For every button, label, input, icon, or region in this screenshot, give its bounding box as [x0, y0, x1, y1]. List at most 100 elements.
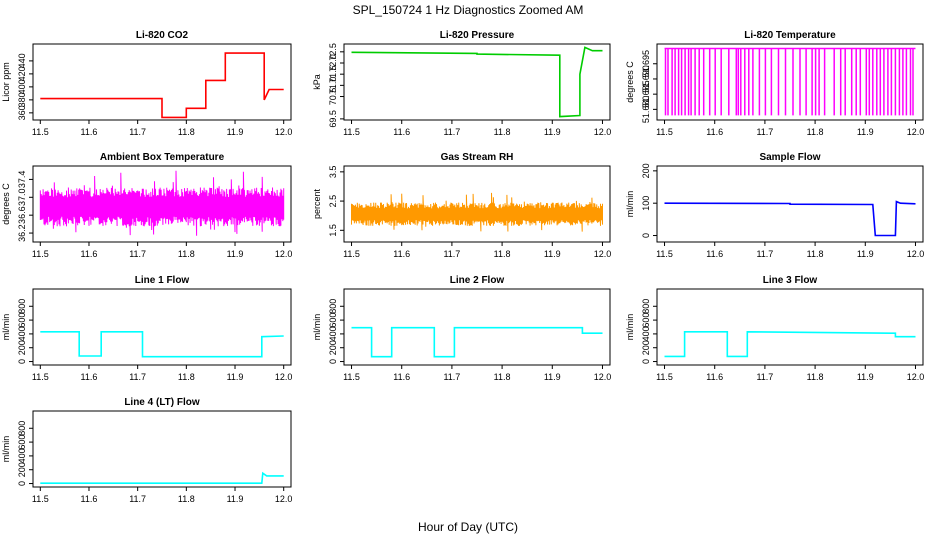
x-tick-label: 11.7 [756, 127, 773, 137]
y-tick-label: 800 [641, 299, 651, 314]
series-line [39, 170, 285, 236]
y-tick-label: 71.5 [328, 65, 338, 83]
x-tick-label: 11.8 [807, 249, 824, 259]
y-tick-label: 600 [17, 313, 27, 328]
series-line [40, 52, 284, 119]
plot-frame [32, 288, 292, 366]
y-tick-label: 600 [328, 313, 338, 328]
y-tick-label: 72.0 [328, 54, 338, 72]
series-group [664, 200, 916, 237]
x-tick-label: 11.7 [129, 127, 146, 137]
x-tick-label: 11.9 [227, 127, 244, 137]
x-tick-label: 11.6 [81, 372, 98, 382]
x-tick-label: 11.9 [227, 494, 244, 504]
x-tick-label: 11.7 [129, 494, 146, 504]
x-tick-label: 11.6 [81, 127, 98, 137]
y-tick-label: 51.690 [641, 65, 651, 93]
y-tick-label: 200 [17, 462, 27, 477]
panel-title: Line 4 (LT) Flow [124, 397, 200, 408]
series-line [40, 471, 284, 485]
chart-panel: Line 2 Flow ml/min 11.5 11.6 11.7 11.8 11.9 12.… [312, 275, 611, 382]
y-axis-label: ml/min [625, 191, 635, 218]
y-tick-label: 0 [328, 359, 338, 364]
y-tick-label: 400 [17, 448, 27, 463]
y-axis-label: ml/min [1, 314, 11, 341]
x-tick-label: 12.0 [907, 372, 925, 382]
y-tick-label: 420 [17, 66, 27, 81]
x-tick-label: 11.9 [857, 127, 874, 137]
series-line [664, 47, 916, 116]
y-tick-label: 600 [17, 435, 27, 450]
x-tick-label: 11.8 [494, 127, 511, 137]
series-line [664, 200, 916, 237]
chart-panel: Sample Flow ml/min 11.5 11.6 11.7 11.8 11.9 12.… [625, 152, 924, 259]
x-tick-label: 11.9 [227, 249, 244, 259]
y-axis-label: kPa [312, 74, 322, 90]
chart-panel: Ambient Box Temperature degrees C 11.5 11.6… [1, 152, 292, 259]
y-axis-label: degrees C [625, 61, 635, 103]
chart-panel: Li-820 CO2 Licor ppm 11.5 11.6 11.7 11.8 11.9 1… [1, 30, 292, 137]
y-tick-label: 380 [17, 92, 27, 107]
panel-title: Li-820 Pressure [440, 30, 515, 41]
y-tick-label: 51.695 [641, 50, 651, 78]
x-tick-label: 11.5 [343, 127, 360, 137]
y-tick-label: 400 [17, 79, 27, 94]
y-tick-label: 0 [17, 481, 27, 486]
x-tick-label: 11.8 [807, 372, 824, 382]
x-tick-label: 11.6 [393, 127, 410, 137]
chart-panel: Li-820 Temperature degrees C 11.5 11.6 11.7 1… [625, 30, 924, 137]
x-tick-label: 11.6 [81, 249, 98, 259]
series-line [351, 192, 603, 232]
x-tick-label: 11.9 [544, 127, 561, 137]
x-tick-label: 12.0 [594, 372, 612, 382]
x-tick-label: 11.9 [857, 372, 874, 382]
y-tick-label: 360 [17, 105, 27, 120]
chart-panel: Line 3 Flow ml/min 11.5 11.6 11.7 11.8 11.9 12.… [625, 275, 924, 382]
y-tick-label: 0 [641, 233, 651, 238]
plot-frame [343, 288, 611, 366]
x-tick-label: 11.8 [178, 372, 195, 382]
x-tick-label: 11.5 [343, 372, 360, 382]
x-tick-label: 12.0 [275, 249, 293, 259]
x-tick-label: 11.8 [178, 127, 195, 137]
y-axis-label: ml/min [625, 314, 635, 341]
y-tick-label: 36.6 [17, 206, 27, 224]
y-tick-label: 200 [328, 340, 338, 355]
y-tick-label: 70.5 [328, 88, 338, 106]
series-group [40, 471, 284, 485]
series-group [40, 330, 284, 358]
x-tick-label: 11.9 [857, 249, 874, 259]
y-axis-label: percent [312, 188, 322, 219]
panel-title: Sample Flow [759, 152, 820, 163]
y-tick-label: 37.4 [17, 171, 27, 189]
x-tick-label: 11.5 [32, 372, 49, 382]
x-tick-label: 11.5 [32, 127, 49, 137]
y-tick-label: 440 [17, 53, 27, 68]
panel-title: Gas Stream RH [441, 152, 514, 163]
panel-title: Li-820 Temperature [744, 30, 836, 41]
y-axis-label: Licor ppm [1, 62, 11, 102]
y-tick-label: 800 [17, 299, 27, 314]
x-tick-label: 11.6 [393, 249, 410, 259]
series-group [40, 52, 284, 119]
chart-panel: Li-820 Pressure kPa 11.5 11.6 11.7 11.8 11.9 12… [312, 30, 611, 137]
series-group [664, 47, 916, 116]
x-tick-label: 11.6 [706, 372, 723, 382]
y-tick-label: 200 [17, 340, 27, 355]
x-tick-label: 11.5 [656, 127, 673, 137]
panel-title: Line 1 Flow [135, 275, 190, 286]
y-tick-label: 0 [17, 359, 27, 364]
plot-frame [656, 288, 924, 366]
y-tick-label: 1.5 [328, 224, 338, 237]
series-group [351, 326, 603, 358]
x-tick-label: 11.9 [544, 249, 561, 259]
plot-frame [656, 43, 924, 121]
y-tick-label: 36.2 [17, 224, 27, 242]
plot-frame [343, 165, 611, 243]
y-axis-label: ml/min [1, 436, 11, 463]
x-tick-label: 11.8 [178, 249, 195, 259]
y-tick-label: 2.5 [328, 195, 338, 208]
x-tick-label: 11.5 [656, 372, 673, 382]
series-group [351, 46, 603, 118]
